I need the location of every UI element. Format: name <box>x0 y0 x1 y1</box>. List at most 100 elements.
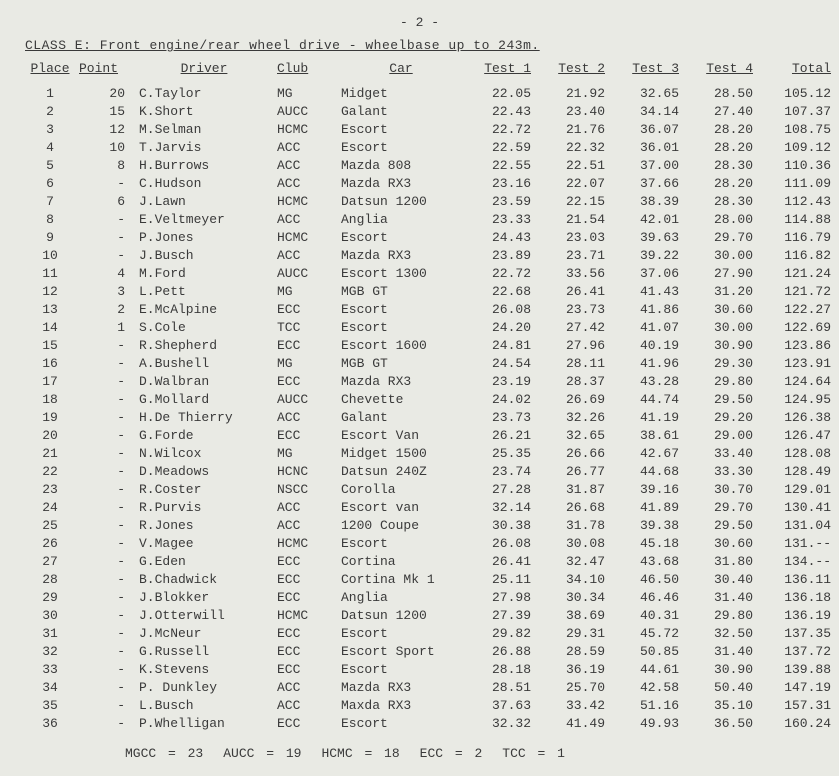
club-cell: ECC <box>273 642 337 660</box>
table-row: 26-V.MageeHCMCEscort26.0830.0845.1830.60… <box>25 534 835 552</box>
test2-cell: 31.87 <box>539 480 613 498</box>
table-row: 35-L.BuschACCMaxda RX337.6333.4251.1635.… <box>25 696 835 714</box>
total-cell: 111.09 <box>761 174 835 192</box>
club-cell: ECC <box>273 570 337 588</box>
driver-cell: R.Coster <box>135 480 273 498</box>
car-cell: Anglia <box>337 588 465 606</box>
place-cell: 22 <box>25 462 75 480</box>
table-row: 36-P.WhelliganECCEscort32.3241.4949.9336… <box>25 714 835 732</box>
place-cell: 17 <box>25 372 75 390</box>
point-cell: - <box>75 696 135 714</box>
test1-cell: 27.28 <box>465 480 539 498</box>
test3-cell: 39.16 <box>613 480 687 498</box>
total-cell: 109.12 <box>761 138 835 156</box>
car-cell: Escort Van <box>337 426 465 444</box>
place-cell: 8 <box>25 210 75 228</box>
test3-cell: 37.66 <box>613 174 687 192</box>
club-cell: ECC <box>273 426 337 444</box>
driver-cell: K.Short <box>135 102 273 120</box>
test1-cell: 26.88 <box>465 642 539 660</box>
point-cell: - <box>75 210 135 228</box>
test2-cell: 23.40 <box>539 102 613 120</box>
car-cell: Cortina <box>337 552 465 570</box>
header-test3: Test 3 <box>613 59 687 84</box>
table-row: 31-J.McNeurECCEscort29.8229.3145.7232.50… <box>25 624 835 642</box>
total-cell: 122.27 <box>761 300 835 318</box>
footer-item: AUCC = 19 <box>223 746 301 761</box>
test4-cell: 30.40 <box>687 570 761 588</box>
table-row: 132E.McAlpineECCEscort26.0823.7341.8630.… <box>25 300 835 318</box>
club-cell: AUCC <box>273 264 337 282</box>
car-cell: Midget <box>337 84 465 102</box>
driver-cell: A.Bushell <box>135 354 273 372</box>
test3-cell: 43.68 <box>613 552 687 570</box>
club-cell: MG <box>273 354 337 372</box>
test4-cell: 28.00 <box>687 210 761 228</box>
total-cell: 108.75 <box>761 120 835 138</box>
driver-cell: L.Pett <box>135 282 273 300</box>
test3-cell: 41.96 <box>613 354 687 372</box>
test3-cell: 46.46 <box>613 588 687 606</box>
driver-cell: J.Lawn <box>135 192 273 210</box>
test4-cell: 29.20 <box>687 408 761 426</box>
point-cell: 12 <box>75 120 135 138</box>
test4-cell: 29.50 <box>687 516 761 534</box>
header-driver: Driver <box>135 59 273 84</box>
point-cell: - <box>75 516 135 534</box>
car-cell: Mazda RX3 <box>337 372 465 390</box>
club-cell: AUCC <box>273 102 337 120</box>
place-cell: 25 <box>25 516 75 534</box>
place-cell: 32 <box>25 642 75 660</box>
club-cell: TCC <box>273 318 337 336</box>
test3-cell: 43.28 <box>613 372 687 390</box>
test4-cell: 28.20 <box>687 120 761 138</box>
test4-cell: 35.10 <box>687 696 761 714</box>
car-cell: Galant <box>337 408 465 426</box>
point-cell: 8 <box>75 156 135 174</box>
total-cell: 136.19 <box>761 606 835 624</box>
test3-cell: 40.19 <box>613 336 687 354</box>
table-row: 312M.SelmanHCMCEscort22.7221.7636.0728.2… <box>25 120 835 138</box>
club-cell: MG <box>273 282 337 300</box>
club-cell: ACC <box>273 516 337 534</box>
test3-cell: 40.31 <box>613 606 687 624</box>
table-row: 15-R.ShepherdECCEscort 160024.8127.9640.… <box>25 336 835 354</box>
place-cell: 11 <box>25 264 75 282</box>
table-row: 25-R.JonesACC1200 Coupe30.3831.7839.3829… <box>25 516 835 534</box>
test4-cell: 33.30 <box>687 462 761 480</box>
total-cell: 130.41 <box>761 498 835 516</box>
driver-cell: G.Mollard <box>135 390 273 408</box>
test4-cell: 28.50 <box>687 84 761 102</box>
club-cell: ACC <box>273 408 337 426</box>
total-cell: 121.72 <box>761 282 835 300</box>
car-cell: Maxda RX3 <box>337 696 465 714</box>
test2-cell: 41.49 <box>539 714 613 732</box>
table-row: 114M.FordAUCCEscort 130022.7233.5637.062… <box>25 264 835 282</box>
point-cell: - <box>75 624 135 642</box>
test2-cell: 32.26 <box>539 408 613 426</box>
test3-cell: 34.14 <box>613 102 687 120</box>
test1-cell: 23.16 <box>465 174 539 192</box>
table-row: 22-D.MeadowsHCNCDatsun 240Z23.7426.7744.… <box>25 462 835 480</box>
driver-cell: J.Otterwill <box>135 606 273 624</box>
test4-cell: 36.50 <box>687 714 761 732</box>
table-row: 33-K.StevensECCEscort28.1836.1944.6130.9… <box>25 660 835 678</box>
test1-cell: 25.35 <box>465 444 539 462</box>
test2-cell: 28.59 <box>539 642 613 660</box>
total-cell: 160.24 <box>761 714 835 732</box>
test2-cell: 21.76 <box>539 120 613 138</box>
driver-cell: G.Forde <box>135 426 273 444</box>
test4-cell: 32.50 <box>687 624 761 642</box>
driver-cell: J.Blokker <box>135 588 273 606</box>
test2-cell: 26.69 <box>539 390 613 408</box>
driver-cell: E.McAlpine <box>135 300 273 318</box>
test1-cell: 26.41 <box>465 552 539 570</box>
test3-cell: 41.07 <box>613 318 687 336</box>
driver-cell: G.Russell <box>135 642 273 660</box>
results-table: Place Point Driver Club Car Test 1 Test … <box>25 59 835 732</box>
club-cell: HCMC <box>273 534 337 552</box>
test2-cell: 28.11 <box>539 354 613 372</box>
test2-cell: 21.92 <box>539 84 613 102</box>
place-cell: 28 <box>25 570 75 588</box>
header-test4: Test 4 <box>687 59 761 84</box>
